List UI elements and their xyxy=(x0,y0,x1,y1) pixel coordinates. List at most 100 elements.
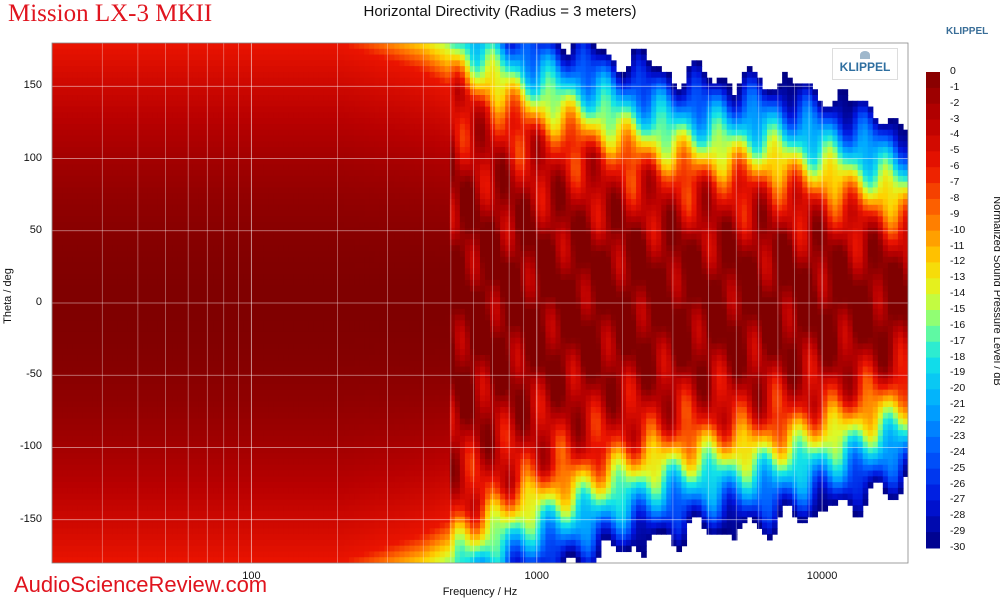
heatmap-cell xyxy=(293,337,300,345)
heatmap-cell xyxy=(117,337,124,345)
heatmap-cell xyxy=(258,303,265,310)
heatmap-cell xyxy=(192,487,199,495)
heatmap-cell xyxy=(203,158,209,165)
heatmap-cell xyxy=(298,389,305,397)
heatmap-cell xyxy=(218,430,224,437)
heatmap-cell xyxy=(303,487,310,495)
heatmap-cell xyxy=(127,303,134,310)
heatmap-cell xyxy=(92,389,98,397)
heatmap-cell xyxy=(283,551,290,558)
heatmap-cell xyxy=(283,343,290,350)
heatmap-cell xyxy=(152,378,159,385)
heatmap-cell xyxy=(152,412,159,420)
heatmap-cell xyxy=(82,251,88,258)
heatmap-cell xyxy=(177,441,184,449)
heatmap-cell xyxy=(203,459,209,466)
heatmap-cell xyxy=(308,453,315,460)
heatmap-cell xyxy=(213,48,219,56)
heatmap-cell xyxy=(243,337,249,345)
heatmap-cell xyxy=(72,262,78,269)
heatmap-cell xyxy=(187,343,194,350)
heatmap-cell xyxy=(97,245,103,252)
heatmap-cell xyxy=(117,447,124,454)
heatmap-cell xyxy=(102,343,108,350)
heatmap-cell xyxy=(67,66,73,73)
heatmap-cell xyxy=(313,499,320,506)
heatmap-cell xyxy=(67,135,73,142)
heatmap-cell xyxy=(57,401,63,408)
heatmap-cell xyxy=(278,256,285,264)
heatmap-cell xyxy=(303,66,310,73)
heatmap-cell xyxy=(172,193,179,200)
heatmap-cell xyxy=(77,522,83,529)
heatmap-cell xyxy=(152,522,159,529)
heatmap-cell xyxy=(117,557,124,563)
heatmap-cell xyxy=(72,193,78,200)
heatmap-cell xyxy=(142,43,149,50)
heatmap-cell xyxy=(142,326,149,333)
heatmap-cell xyxy=(308,60,315,67)
heatmap-cell xyxy=(293,308,300,316)
heatmap-cell xyxy=(157,534,164,541)
heatmap-cell xyxy=(258,528,265,535)
heatmap-cell xyxy=(172,360,179,368)
heatmap-cell xyxy=(82,331,88,339)
heatmap-cell xyxy=(137,326,144,333)
heatmap-cell xyxy=(102,320,108,327)
heatmap-cell xyxy=(203,285,209,293)
heatmap-cell xyxy=(192,320,199,327)
heatmap-cell xyxy=(142,71,149,79)
heatmap-cell xyxy=(152,453,159,460)
heatmap-cell xyxy=(253,407,260,414)
heatmap-cell xyxy=(117,308,124,316)
heatmap-cell xyxy=(233,106,239,113)
heatmap-cell xyxy=(67,308,73,316)
heatmap-cell xyxy=(117,66,124,73)
heatmap-cell xyxy=(268,308,275,316)
heatmap-cell xyxy=(238,534,244,541)
heatmap-cell xyxy=(147,77,154,85)
heatmap-cell xyxy=(122,343,129,350)
heatmap-cell xyxy=(122,378,129,385)
heatmap-cell xyxy=(67,505,73,512)
heatmap-cell xyxy=(102,106,108,113)
heatmap-cell xyxy=(298,557,305,563)
heatmap-cell xyxy=(218,464,224,472)
heatmap-cell xyxy=(97,291,103,298)
heatmap-cell xyxy=(157,551,164,558)
heatmap-cell xyxy=(82,175,88,183)
heatmap-cell xyxy=(308,545,315,553)
heatmap-cell xyxy=(233,54,239,61)
heatmap-cell xyxy=(67,314,73,321)
heatmap-cell xyxy=(238,279,244,287)
heatmap-cell xyxy=(142,499,149,506)
heatmap-cell xyxy=(172,545,179,553)
heatmap-cell xyxy=(298,539,305,547)
heatmap-cell xyxy=(102,539,108,547)
heatmap-cell xyxy=(218,60,224,67)
heatmap-cell xyxy=(308,360,315,368)
heatmap-cell xyxy=(273,493,280,501)
heatmap-cell xyxy=(328,199,335,206)
heatmap-cell xyxy=(263,193,270,200)
heatmap-cell xyxy=(278,48,285,56)
heatmap-cell xyxy=(218,505,224,512)
heatmap-cell xyxy=(112,112,119,119)
heatmap-cell xyxy=(313,464,320,472)
heatmap-cell xyxy=(223,164,229,171)
heatmap-cell xyxy=(218,453,224,460)
heatmap-cell xyxy=(313,268,320,275)
heatmap-cell xyxy=(177,487,184,495)
heatmap-cell xyxy=(147,447,154,454)
heatmap-cell xyxy=(293,453,300,460)
heatmap-cell xyxy=(167,539,174,547)
heatmap-cell xyxy=(182,274,189,281)
heatmap-cell xyxy=(82,401,88,408)
heatmap-cell xyxy=(263,43,270,50)
heatmap-cell xyxy=(97,66,103,73)
heatmap-cell xyxy=(268,378,275,385)
heatmap-cell xyxy=(223,482,229,489)
heatmap-cell xyxy=(57,210,63,217)
heatmap-cell xyxy=(97,453,103,460)
heatmap-cell xyxy=(77,95,83,102)
